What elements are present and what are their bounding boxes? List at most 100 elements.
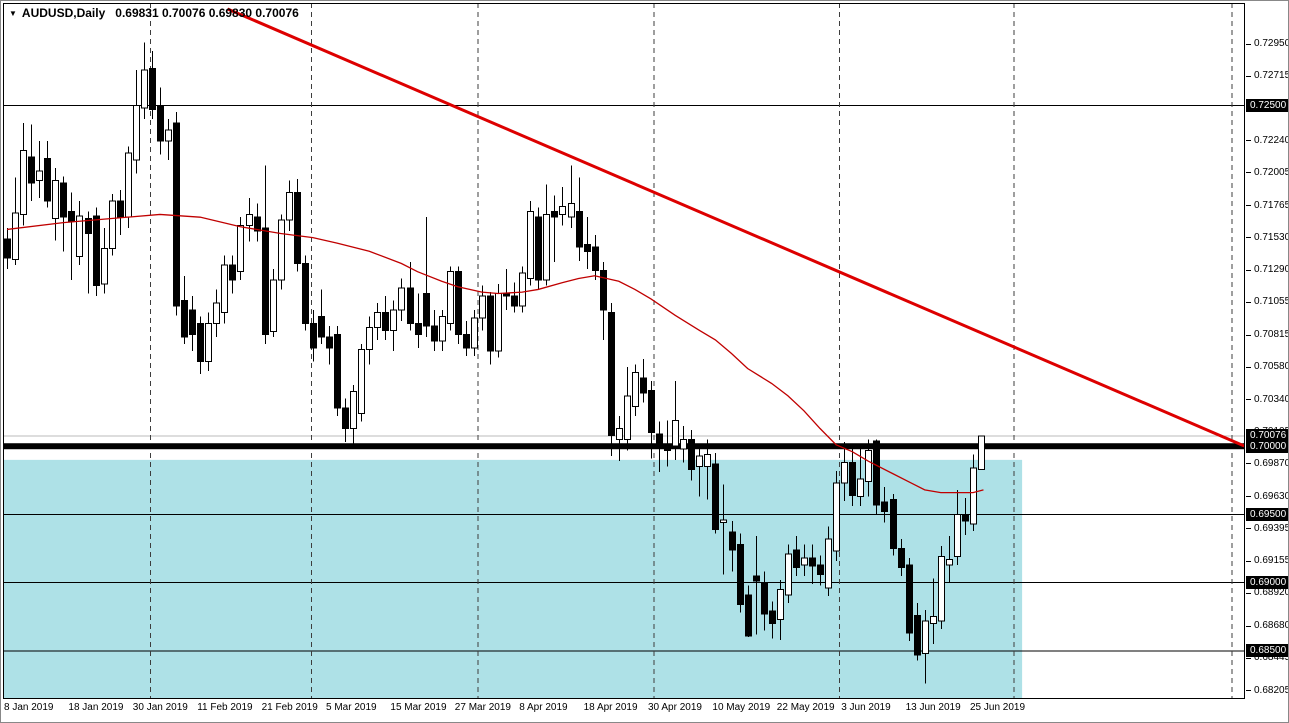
bear-candle-body — [809, 557, 816, 567]
price-axis-label: 0.71055 — [1254, 296, 1289, 308]
price-axis-label: 0.68445 — [1254, 652, 1289, 664]
price-axis-label: 0.68205 — [1254, 684, 1289, 696]
bear-candle-body — [640, 377, 647, 394]
bear-candle-body — [262, 227, 269, 335]
bull-candle-body — [720, 519, 727, 524]
bear-candle-body — [487, 295, 494, 352]
bull-candle-body — [20, 149, 27, 215]
support-zone-rectangle[interactable] — [3, 459, 1023, 699]
bull-candle-body — [519, 272, 526, 307]
bear-candle-body — [294, 192, 301, 265]
bull-candle-body — [954, 513, 961, 558]
price-axis-label: 0.71530 — [1254, 231, 1289, 243]
bear-candle-body — [737, 543, 744, 605]
bull-candle-body — [857, 478, 864, 498]
bull-candle-body — [922, 620, 929, 654]
bear-candle-body — [455, 271, 462, 335]
bear-candle-body — [173, 122, 180, 307]
bull-candle-body — [930, 616, 937, 624]
price-tick-mark — [1246, 366, 1251, 368]
bull-candle-body — [278, 219, 285, 281]
price-axis-label: 0.72005 — [1254, 166, 1289, 178]
price-tick-mark — [1246, 528, 1251, 530]
price-axis-label: 0.72715 — [1254, 70, 1289, 82]
bull-candle-body — [109, 200, 116, 250]
bear-candle-body — [60, 182, 67, 218]
bull-candle-body — [12, 212, 19, 260]
date-axis-label: 10 May 2019 — [712, 702, 771, 713]
date-axis-label: 8 Apr 2019 — [519, 702, 568, 713]
price-tick-mark — [1246, 496, 1251, 498]
bear-candle-body — [463, 333, 470, 349]
price-tick-mark — [1246, 463, 1251, 465]
bear-candle-body — [898, 547, 905, 569]
date-axis-label: 15 Mar 2019 — [390, 702, 447, 713]
price-axis-label: 0.71765 — [1254, 199, 1289, 211]
price-axis-label: 0.72950 — [1254, 38, 1289, 49]
bull-candle-body — [825, 538, 832, 589]
bear-candle-body — [600, 269, 607, 311]
bear-candle-body — [382, 312, 389, 331]
price-tick-mark — [1246, 560, 1251, 562]
chevron-down-icon[interactable]: ▼ — [9, 9, 17, 18]
bull-candle-body — [165, 129, 172, 142]
price-level-tag: 0.70076 — [1246, 429, 1288, 443]
bear-candle-body — [157, 106, 164, 142]
price-axis-label: 0.72240 — [1254, 134, 1289, 146]
bear-candle-body — [656, 433, 663, 446]
bear-candle-body — [914, 614, 921, 656]
date-axis-label: 18 Jan 2019 — [68, 702, 124, 713]
bear-candle-body — [849, 462, 856, 496]
bull-candle-body — [471, 317, 478, 349]
bear-candle-body — [197, 323, 204, 363]
bear-candle-body — [906, 564, 913, 634]
bear-candle-body — [318, 316, 325, 338]
bear-candle-body — [576, 211, 583, 248]
bull-candle-body — [447, 271, 454, 325]
price-tick-mark — [1246, 237, 1251, 239]
bull-candle-body — [237, 224, 244, 273]
chart-canvas[interactable] — [3, 3, 1245, 699]
bull-candle-body — [390, 309, 397, 331]
bull-candle-body — [374, 312, 381, 329]
bear-candle-body — [44, 158, 51, 202]
bear-candle-body — [117, 200, 124, 218]
bear-candle-body — [431, 325, 438, 342]
price-tick-mark — [1246, 140, 1251, 142]
bull-candle-body — [270, 279, 277, 333]
bear-candle-body — [890, 498, 897, 549]
price-axis-label: 0.69870 — [1254, 457, 1289, 469]
price-tick-mark — [1246, 205, 1251, 207]
date-axis-label: 30 Jan 2019 — [132, 702, 188, 713]
bull-candle-body — [672, 419, 679, 447]
price-level-tag: 0.68500 — [1246, 644, 1288, 658]
descending-trendline[interactable] — [226, 7, 1245, 448]
price-tick-mark — [1246, 43, 1251, 45]
price-tick-mark — [1246, 301, 1251, 303]
bull-candle-body — [439, 316, 446, 342]
bull-candle-body — [680, 438, 687, 450]
bull-candle-body — [946, 558, 953, 566]
bull-candle-body — [358, 348, 365, 415]
bull-candle-body — [221, 264, 228, 314]
bear-candle-body — [181, 299, 188, 338]
bull-candle-body — [841, 462, 848, 484]
bull-candle-body — [696, 455, 703, 468]
bear-candle-body — [342, 407, 349, 430]
date-axis-label: 27 Mar 2019 — [454, 702, 511, 713]
symbol-period-label: AUDUSD,Daily — [21, 6, 106, 20]
date-axis-label: 13 Jun 2019 — [905, 702, 961, 713]
price-level-tag: 0.69000 — [1246, 576, 1288, 590]
bear-candle-body — [769, 610, 776, 624]
bear-candle-body — [712, 463, 719, 530]
bear-candle-body — [753, 575, 760, 582]
date-axis-label: 21 Feb 2019 — [261, 702, 318, 713]
bull-candle-body — [704, 453, 711, 468]
bear-candle-body — [334, 333, 341, 409]
date-axis-label: 5 Mar 2019 — [326, 702, 377, 713]
bull-candle-body — [213, 302, 220, 325]
thick-support-line[interactable] — [3, 443, 1245, 450]
price-level-tag: 0.72500 — [1246, 98, 1288, 112]
bear-candle-body — [881, 501, 888, 513]
